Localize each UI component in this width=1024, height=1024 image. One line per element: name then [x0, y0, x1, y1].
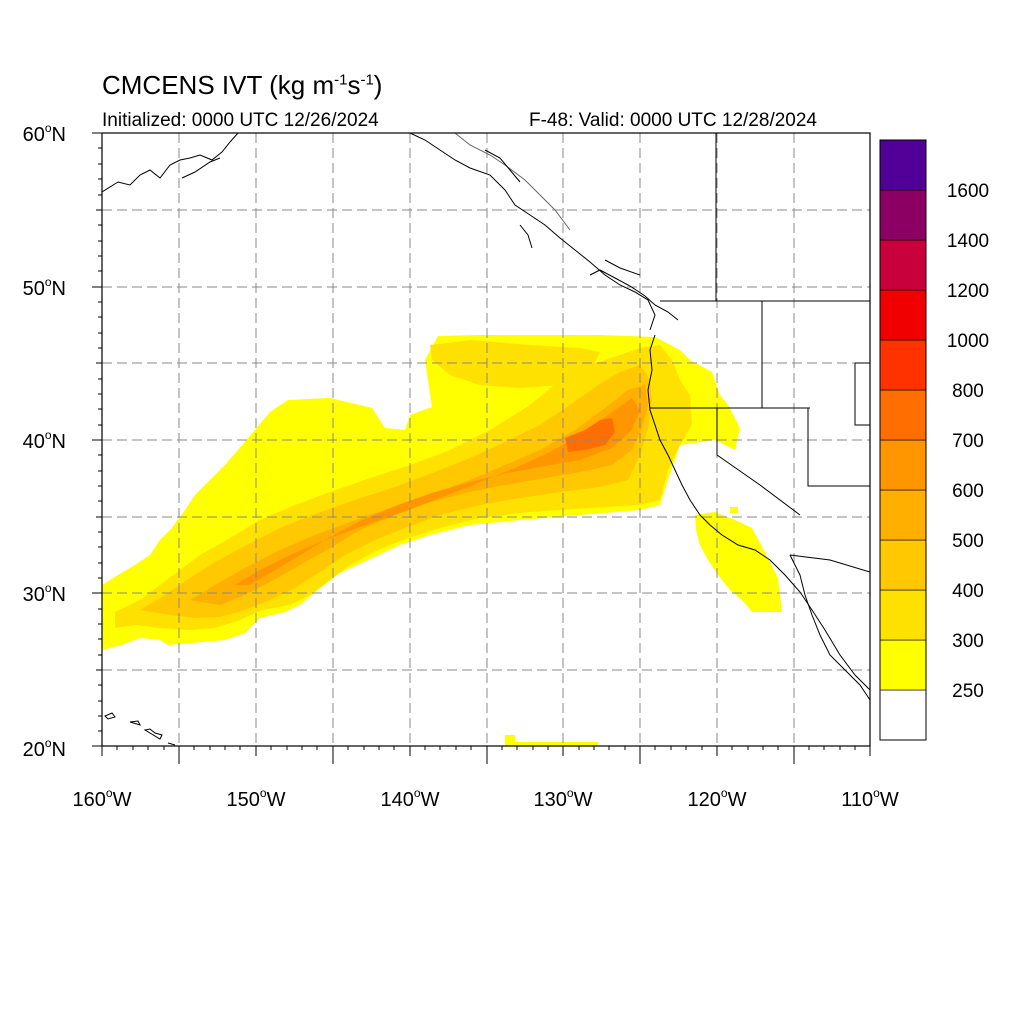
lon-label-150: 150oW	[227, 786, 286, 811]
colorbar-box	[879, 639, 927, 691]
mexico-border	[789, 554, 870, 573]
ivt-contour-250-speck	[730, 507, 738, 513]
bc-fjords	[181, 149, 641, 276]
init-time-label: Initialized: 0000 UTC 12/26/2024	[102, 110, 379, 131]
colorbar-box	[879, 439, 927, 491]
lon-label-160: 160oW	[73, 786, 132, 811]
lon-label-130: 130oW	[534, 786, 593, 811]
colorbar-box	[879, 189, 927, 241]
colorbar-labels: 250 300 400 500 600 700 800 1000 1200 14…	[947, 181, 989, 702]
lat-label-60: 60oN	[23, 121, 66, 146]
colorbar-label-800: 800	[952, 381, 984, 402]
colorbar-box	[879, 239, 927, 291]
ivt-contour-250-south	[505, 735, 598, 746]
lon-label-120: 120oW	[688, 786, 747, 811]
map-grid	[102, 133, 870, 746]
bc-islands	[589, 269, 679, 321]
ivt-contour-400	[140, 365, 652, 618]
coastlines	[102, 133, 870, 746]
colorbar-box	[879, 689, 927, 741]
colorbar-label-400: 400	[952, 581, 984, 602]
lat-labels: 60oN 50oN 40oN 30oN 20oN	[23, 121, 66, 761]
ivt-contour-250-socal	[695, 512, 782, 612]
colorbar-label-300: 300	[952, 631, 984, 652]
ivt-contour-600	[235, 398, 640, 585]
colorbar-box	[879, 539, 927, 591]
colorbar-label-250: 250	[952, 681, 984, 702]
colorbar-box	[879, 339, 927, 391]
colorbar-label-500: 500	[952, 531, 984, 552]
colorbar-box	[879, 589, 927, 641]
state-border-2	[716, 408, 801, 516]
lat-label-30: 30oN	[23, 581, 66, 606]
bc-inland-border	[454, 133, 571, 231]
lat-label-50: 50oN	[23, 275, 66, 300]
west-coast	[647, 334, 870, 691]
colorbar-label-600: 600	[952, 481, 984, 502]
colorbar-label-1600: 1600	[947, 181, 989, 202]
colorbar-label-1000: 1000	[947, 331, 989, 352]
colorbar-box	[879, 139, 927, 191]
lon-labels: 160oW 150oW 140oW 130oW 120oW 110oW	[73, 786, 899, 811]
baja-coast	[789, 554, 870, 701]
colorbar-box	[879, 489, 927, 541]
colorbar-label-700: 700	[952, 431, 984, 452]
colorbar: 250 300 400 500 600 700 800 1000 1200 14…	[879, 139, 989, 741]
hawaii-islands	[104, 712, 176, 746]
colorbar-frame	[879, 139, 927, 741]
colorbar-box	[879, 289, 927, 341]
lon-label-110: 110oW	[841, 786, 899, 811]
state-border-4	[854, 362, 870, 426]
gulf-of-alaska-coast	[409, 133, 656, 331]
colorbar-label-1200: 1200	[947, 281, 989, 302]
colorbar-boxes	[879, 139, 927, 741]
ivt-shading	[102, 335, 782, 746]
lat-label-20: 20oN	[23, 736, 66, 761]
state-border-3	[807, 408, 870, 487]
map-title: CMCENS IVT (kg m-1s-1)	[102, 70, 383, 100]
ivt-contour-700	[565, 418, 615, 452]
alaska-coast	[102, 133, 239, 193]
valid-time-label: F-48: Valid: 0000 UTC 12/28/2024	[529, 110, 817, 131]
axis-ticks	[92, 132, 871, 764]
lat-label-40: 40oN	[23, 428, 66, 453]
colorbar-label-1400: 1400	[947, 231, 989, 252]
colorbar-box	[879, 389, 927, 441]
lon-label-140: 140oW	[381, 786, 440, 811]
